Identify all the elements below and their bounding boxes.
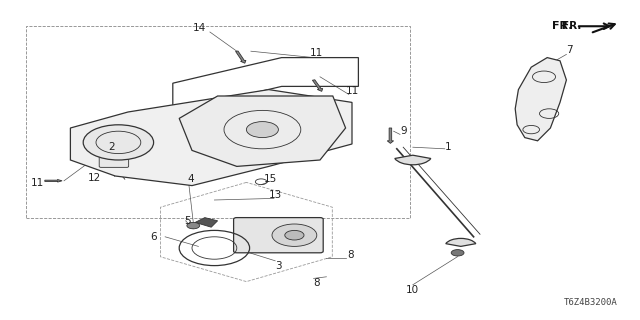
Polygon shape bbox=[70, 90, 352, 186]
Circle shape bbox=[83, 125, 154, 160]
Text: 3: 3 bbox=[275, 261, 282, 271]
Text: 2: 2 bbox=[109, 142, 115, 152]
FancyBboxPatch shape bbox=[234, 218, 323, 253]
Wedge shape bbox=[395, 155, 431, 165]
Text: 11: 11 bbox=[346, 86, 358, 96]
FancyArrow shape bbox=[312, 80, 323, 92]
Circle shape bbox=[272, 224, 317, 246]
Text: 10: 10 bbox=[406, 284, 419, 295]
Text: 7: 7 bbox=[566, 44, 573, 55]
Polygon shape bbox=[515, 58, 566, 141]
Text: 8: 8 bbox=[348, 250, 354, 260]
Text: T6Z4B3200A: T6Z4B3200A bbox=[564, 298, 618, 307]
Text: 13: 13 bbox=[269, 190, 282, 200]
Text: 9: 9 bbox=[400, 126, 406, 136]
Text: 12: 12 bbox=[88, 172, 101, 183]
Circle shape bbox=[246, 122, 278, 138]
Text: FR.: FR. bbox=[562, 21, 581, 31]
Text: 1: 1 bbox=[445, 142, 451, 152]
Text: 6: 6 bbox=[150, 232, 157, 243]
FancyArrow shape bbox=[45, 180, 62, 182]
Circle shape bbox=[451, 250, 464, 256]
Text: 5: 5 bbox=[184, 216, 191, 227]
Text: FR.: FR. bbox=[552, 20, 573, 31]
Polygon shape bbox=[195, 218, 218, 227]
Wedge shape bbox=[446, 238, 476, 246]
Circle shape bbox=[285, 230, 304, 240]
Circle shape bbox=[187, 222, 200, 229]
FancyArrow shape bbox=[236, 51, 246, 63]
Text: 8: 8 bbox=[314, 278, 320, 288]
Text: 4: 4 bbox=[188, 174, 194, 184]
Polygon shape bbox=[179, 96, 346, 166]
Text: 11: 11 bbox=[310, 48, 323, 58]
FancyBboxPatch shape bbox=[99, 148, 129, 167]
Text: 11: 11 bbox=[31, 178, 44, 188]
Text: 15: 15 bbox=[264, 174, 276, 184]
Text: 14: 14 bbox=[193, 23, 206, 33]
FancyArrow shape bbox=[387, 128, 394, 143]
Bar bbox=[26, 26, 410, 218]
